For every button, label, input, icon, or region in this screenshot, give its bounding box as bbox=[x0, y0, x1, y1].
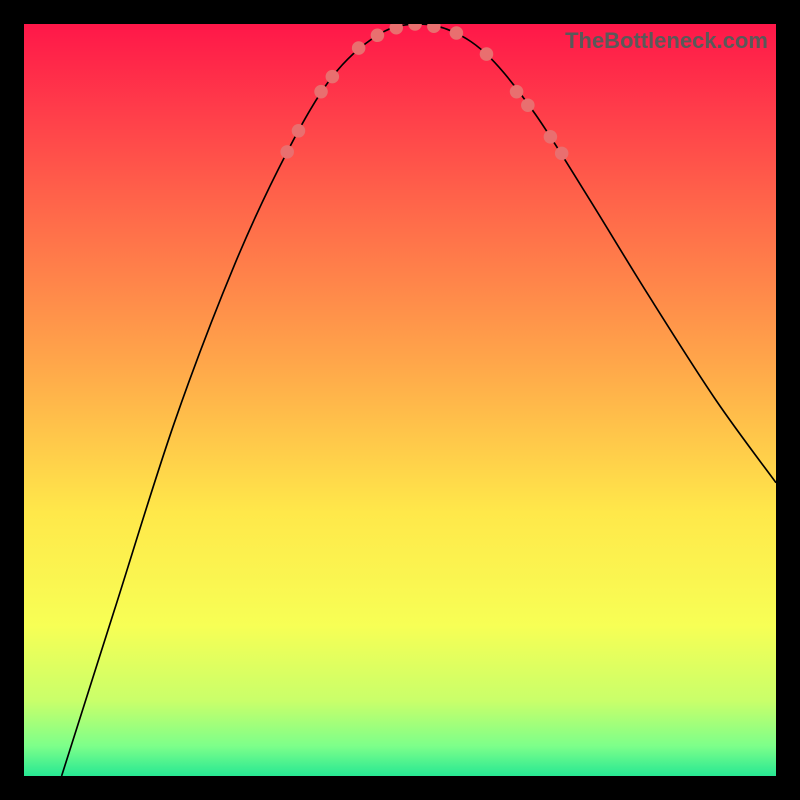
curve-marker bbox=[326, 70, 340, 84]
curve-marker bbox=[555, 147, 569, 161]
curve-marker bbox=[510, 85, 524, 99]
curve-marker bbox=[371, 29, 385, 43]
curve-marker bbox=[389, 24, 403, 35]
bottleneck-curve bbox=[62, 24, 776, 776]
curve-marker bbox=[450, 26, 464, 40]
plot-area: TheBottleneck.com bbox=[24, 24, 776, 776]
curve-marker bbox=[314, 85, 328, 99]
curve-layer bbox=[24, 24, 776, 776]
curve-marker bbox=[280, 145, 294, 159]
curve-marker bbox=[427, 24, 441, 33]
curve-marker bbox=[352, 41, 366, 55]
curve-marker bbox=[408, 24, 422, 31]
curve-markers bbox=[280, 24, 568, 160]
curve-marker bbox=[480, 47, 494, 61]
curve-marker bbox=[521, 98, 535, 112]
chart-frame: TheBottleneck.com bbox=[0, 0, 800, 800]
curve-marker bbox=[292, 124, 306, 138]
curve-marker bbox=[544, 130, 558, 144]
